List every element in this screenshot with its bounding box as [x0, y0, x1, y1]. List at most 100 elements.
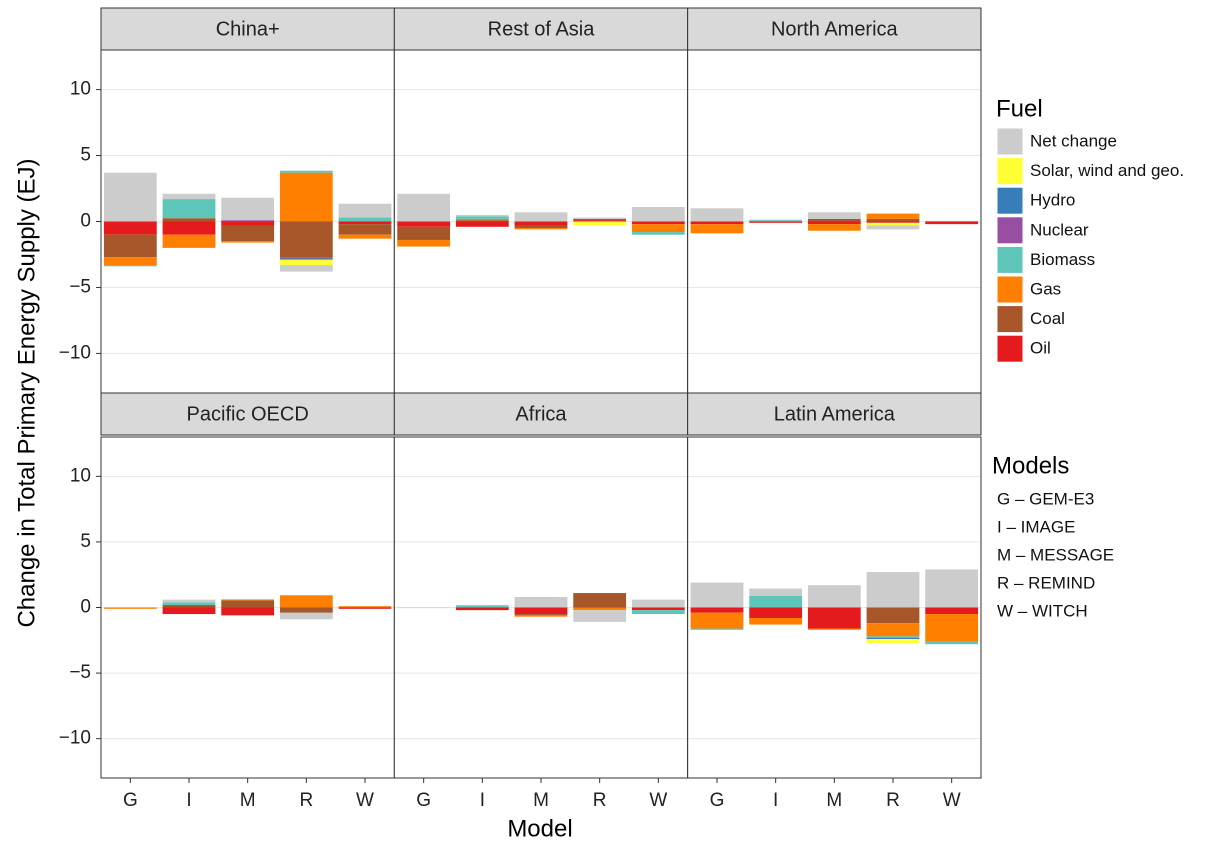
legend-key [996, 275, 1024, 304]
x-tick-label: W [649, 790, 667, 811]
facet-strip [100, 392, 395, 436]
bar-segment [514, 225, 568, 229]
bar-segment [221, 221, 275, 226]
models-legend-entry: R – REMIND [997, 573, 1095, 592]
bar-segment [162, 221, 216, 235]
y-tick-label: −5 [69, 276, 91, 297]
bar-segment [514, 607, 568, 615]
bar-segment [103, 234, 157, 258]
bar-segment [631, 206, 685, 222]
bar-segment [925, 641, 979, 645]
bar-segment [573, 610, 627, 622]
bar-segment [103, 221, 157, 235]
bar-segment [925, 614, 979, 642]
facet-title: Rest of Asia [488, 18, 596, 40]
bar-segment [514, 614, 568, 616]
bar-segment [455, 218, 509, 221]
x-tick-label: M [533, 790, 549, 811]
bar-segment [925, 607, 979, 615]
bar-segment [279, 607, 333, 613]
bar-segment [573, 218, 627, 221]
bar-segment [866, 637, 920, 639]
facet-title: Latin America [774, 403, 896, 425]
bar-segment [397, 239, 451, 247]
bar-segment [338, 607, 392, 609]
bar-segment [573, 593, 627, 608]
legend-key [996, 245, 1024, 274]
bar-segment [514, 615, 568, 617]
y-tick-label: −5 [69, 662, 91, 683]
bar-segment [162, 607, 216, 615]
y-axis-title: Change in Total Primary Energy Supply (E… [13, 158, 40, 627]
bar-segment [749, 617, 803, 625]
bar-segment [279, 265, 333, 272]
legend-label: Coal [1030, 309, 1065, 328]
bar-segment [925, 569, 979, 608]
bar-segment [514, 212, 568, 222]
bar-segment [279, 172, 333, 222]
bar-segment [807, 221, 861, 225]
bar-segment [807, 224, 861, 231]
bar-segment [866, 222, 920, 226]
bar-segment [338, 221, 392, 225]
legend-label: Oil [1030, 339, 1051, 358]
bar-segment [338, 203, 392, 218]
bar-segment [279, 259, 333, 266]
bar-segment [807, 218, 861, 222]
y-tick-label: 10 [70, 79, 91, 100]
bar-segment [690, 607, 744, 613]
bar-segment [749, 219, 803, 221]
bar-segment [455, 214, 509, 217]
bar-segment [221, 197, 275, 221]
legend-label: Gas [1030, 279, 1061, 298]
facet-title: Africa [515, 403, 567, 425]
bar-segment [925, 220, 979, 222]
bar-segment [631, 610, 685, 615]
facet-title: Pacific OECD [187, 403, 309, 425]
x-tick-label: W [356, 790, 374, 811]
x-tick-label: M [826, 790, 842, 811]
bar-segment [338, 224, 392, 235]
bar-segment [162, 602, 216, 605]
bar-segment [397, 221, 451, 227]
bar-segment [162, 199, 216, 219]
legend-label: Biomass [1030, 250, 1095, 269]
facet-strip [393, 392, 689, 436]
bar-segment [631, 221, 685, 225]
bar-segment [221, 220, 275, 222]
bar-segment [631, 232, 685, 235]
bar-segment [573, 217, 627, 219]
legend-key [996, 305, 1024, 334]
models-legend-entry: I – IMAGE [997, 517, 1075, 536]
bar-segment [573, 607, 627, 611]
x-tick-label: W [943, 790, 961, 811]
bar-segment [221, 607, 275, 616]
models-legend-entry: W – WITCH [997, 601, 1088, 620]
bar-segment [807, 212, 861, 219]
legend-label: Solar, wind and geo. [1030, 161, 1184, 180]
bar-segment [279, 595, 333, 596]
bar-segment [279, 221, 333, 258]
bar-segment [221, 599, 275, 601]
bar-segment [455, 605, 509, 608]
bar-segment [866, 213, 920, 219]
bar-segment [690, 628, 744, 630]
bar-segment [866, 638, 920, 643]
y-tick-label: 10 [70, 465, 91, 486]
bar-segment [162, 599, 216, 603]
y-tick-label: 5 [80, 145, 91, 166]
bar-segment [807, 585, 861, 608]
bar-segment [455, 221, 509, 227]
bar-segment [807, 628, 861, 630]
bar-segment [279, 595, 333, 608]
bar-segment [514, 597, 568, 608]
bar-segment [866, 623, 920, 637]
bar-segment [866, 572, 920, 608]
bar-segment [338, 234, 392, 239]
bar-segment [397, 226, 451, 240]
bar-segment [690, 221, 744, 225]
bar-segment [514, 221, 568, 226]
bar-segment [397, 193, 451, 222]
facet-strip [687, 7, 982, 51]
bar-segment [925, 221, 979, 225]
